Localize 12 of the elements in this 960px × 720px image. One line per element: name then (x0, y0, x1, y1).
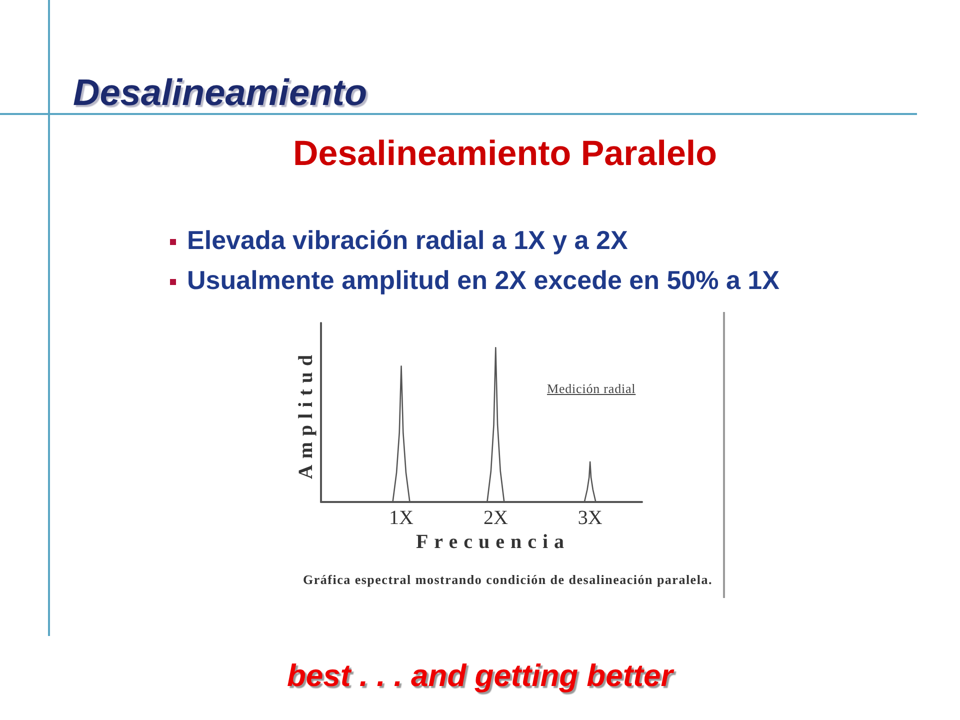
chart-subtitle: Desalineamiento Paralelo (292, 134, 718, 174)
text: Usualmente amplitud en 2X excede en 50% a 1X (187, 265, 780, 296)
text: Gráfica espectral mostrando condición de desalineación paralela. (303, 572, 712, 588)
x-tick-label: 3X (578, 507, 603, 529)
text: best . . . and getting better (287, 658, 673, 694)
chart-title: Desalineamiento (73, 72, 368, 114)
x-axis-title: Frecuencia (416, 531, 570, 553)
x-tick-label: 2X (483, 507, 508, 529)
x-tick-label: 1X (389, 507, 414, 529)
y-axis-title: Amplitud (295, 348, 317, 480)
annotation: Medición radial (547, 381, 636, 397)
text: Elevada vibración radial a 1X y a 2X (187, 225, 628, 256)
